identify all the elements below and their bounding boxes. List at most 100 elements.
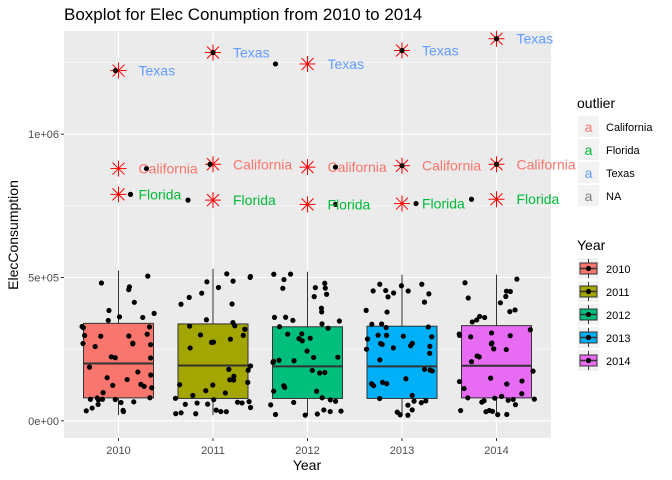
data-point (411, 398, 417, 404)
data-point (322, 369, 328, 376)
outlier-star-florida (488, 191, 505, 208)
outlier-markers (110, 30, 505, 213)
data-point (245, 367, 251, 373)
data-point (531, 396, 537, 402)
data-point (131, 399, 137, 405)
data-point (272, 411, 279, 418)
y-axis-title: ElecConsumption (5, 180, 21, 290)
legend-year: Year 2010 2011 2012 2013 2014 (577, 237, 630, 371)
data-point (487, 375, 494, 381)
outlier-star-florida (205, 192, 221, 209)
legend-outlier: outlier a California a Florida a Texas a NA (577, 95, 653, 206)
outlier-star-florida (299, 196, 316, 213)
data-point (383, 324, 389, 331)
outlier-point (332, 201, 339, 208)
data-point (321, 407, 327, 413)
outlier-point (143, 165, 150, 172)
data-point (377, 357, 383, 363)
data-point (507, 333, 513, 339)
data-point (271, 271, 277, 277)
legend-outlier-label: Florida (606, 145, 641, 157)
data-point (208, 339, 215, 345)
data-point (491, 346, 497, 352)
data-point (307, 335, 313, 341)
data-point (317, 370, 323, 376)
data-point (126, 333, 132, 339)
data-point (110, 382, 116, 388)
star-stroke (490, 192, 503, 206)
data-point (519, 391, 525, 397)
data-point (369, 321, 375, 327)
data-point (80, 340, 86, 347)
data-point (499, 393, 505, 399)
data-point (482, 314, 488, 321)
data-point (427, 343, 433, 349)
data-point (148, 342, 154, 348)
data-point (379, 321, 385, 327)
data-point (468, 334, 474, 340)
outlier-star-florida (394, 195, 410, 212)
y-tick-label: 0e+00 (28, 416, 59, 428)
data-point (319, 321, 325, 327)
data-point (507, 309, 513, 315)
boxplots (83, 268, 532, 416)
data-point (280, 285, 286, 291)
outlier-label-texas: Texas (517, 31, 554, 47)
data-point (87, 396, 94, 402)
data-point (118, 399, 124, 406)
data-point (527, 327, 533, 333)
data-point (283, 314, 289, 320)
outlier-point (468, 196, 475, 202)
data-point (384, 332, 390, 338)
data-point (474, 317, 480, 323)
data-point (98, 280, 105, 286)
data-point (148, 372, 154, 378)
outlier-point (332, 164, 339, 170)
star-stroke (112, 188, 125, 201)
data-point (514, 276, 520, 282)
data-point (309, 367, 315, 374)
data-point (95, 397, 101, 403)
data-point (230, 278, 236, 284)
data-point (405, 412, 411, 418)
data-point (86, 364, 93, 370)
data-point (213, 407, 219, 413)
outlier-label-california: California (517, 156, 576, 172)
legend-year-label: 2013 (606, 333, 630, 345)
data-point (468, 359, 475, 365)
y-tick-label: 5e+05 (28, 272, 59, 284)
data-point (190, 392, 196, 399)
legend-outlier-label: NA (606, 191, 622, 203)
data-point (421, 299, 428, 305)
data-point (314, 411, 320, 417)
data-point (383, 287, 389, 294)
data-point (290, 317, 296, 324)
data-point (370, 288, 376, 294)
data-point (149, 385, 155, 391)
data-point (147, 355, 154, 361)
data-point (276, 324, 283, 330)
legend-year-label: 2010 (606, 264, 630, 276)
data-point (197, 332, 204, 338)
data-point (182, 401, 188, 407)
data-point (131, 299, 137, 305)
data-point (384, 309, 390, 315)
data-point (226, 366, 232, 372)
data-point (193, 411, 199, 417)
star-stroke (301, 198, 314, 211)
data-point (377, 281, 383, 287)
data-point (364, 336, 371, 342)
data-point (322, 280, 328, 286)
data-point (390, 290, 397, 296)
data-point (203, 388, 209, 394)
data-point (302, 412, 308, 418)
data-point (178, 301, 184, 307)
data-point (462, 280, 468, 286)
legend-outlier-label: Texas (606, 168, 635, 180)
data-point (400, 333, 406, 339)
data-point (512, 307, 518, 313)
data-point (421, 366, 428, 372)
star-stroke (301, 57, 314, 71)
data-point (497, 300, 504, 306)
data-point (375, 332, 381, 338)
